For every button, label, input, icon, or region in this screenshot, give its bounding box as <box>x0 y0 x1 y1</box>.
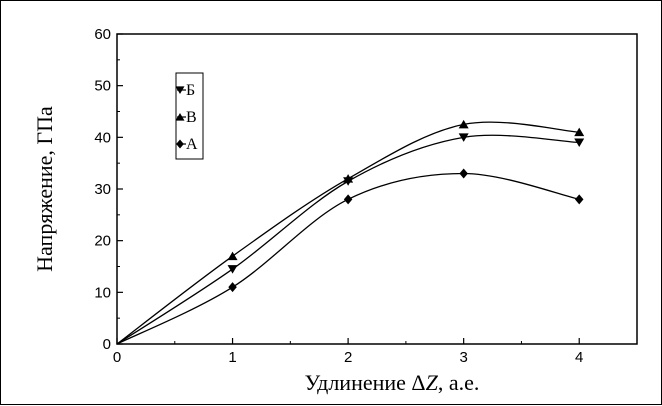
x-tick-label: 2 <box>344 349 352 366</box>
legend-label: В <box>186 109 197 126</box>
data-point <box>574 127 585 137</box>
series-markers <box>227 119 585 293</box>
data-point <box>574 138 585 147</box>
y-axis-title: Напряжение, ГПа <box>32 106 57 272</box>
y-tick-label: 50 <box>94 78 111 95</box>
legend-label: А <box>186 136 198 153</box>
x-tick-label: 1 <box>228 349 236 366</box>
legend: БВА <box>175 72 204 160</box>
data-point <box>227 265 238 274</box>
data-point <box>227 251 238 261</box>
x-tick-label: 0 <box>113 349 121 366</box>
y-axis: 0 10 20 30 40 50 60 <box>94 26 123 353</box>
y-tick-label: 60 <box>94 26 111 43</box>
data-point <box>574 194 584 205</box>
x-axis-title: Удлинение ΔZ, а.е. <box>305 370 480 395</box>
y-tick-label: 0 <box>103 336 111 353</box>
legend-marker <box>176 139 184 149</box>
y-tick-label: 20 <box>94 233 111 250</box>
data-point <box>343 174 354 183</box>
legend-marker <box>175 86 185 95</box>
data-point <box>228 282 237 293</box>
data-point <box>343 194 353 205</box>
x-tick-label: 3 <box>459 349 467 366</box>
x-axis: 0 1 2 3 4 <box>113 338 583 366</box>
legend-marker <box>175 112 185 121</box>
y-tick-label: 40 <box>94 129 111 146</box>
legend-label: Б <box>186 82 195 99</box>
data-point <box>458 119 469 129</box>
data-point <box>458 133 469 142</box>
x-tick-label: 4 <box>575 349 583 366</box>
y-tick-label: 10 <box>94 284 111 301</box>
data-point <box>459 168 468 179</box>
y-tick-label: 30 <box>94 181 111 198</box>
series-line-А <box>116 172 580 345</box>
